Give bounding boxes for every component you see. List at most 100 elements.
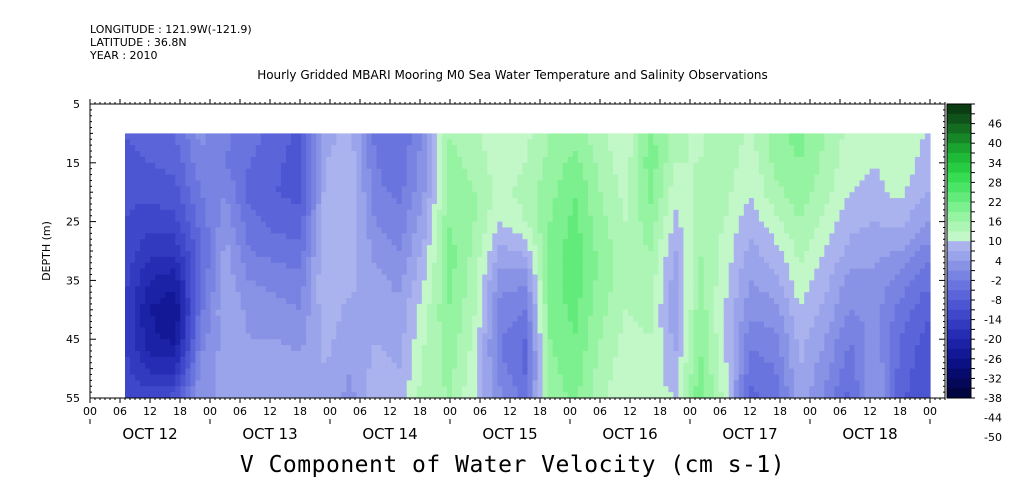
heatmap-cell [597,162,604,170]
heatmap-cell [673,251,680,258]
heatmap-cell [371,386,378,393]
heatmap-cell [170,239,176,246]
heatmap-cell [155,168,161,176]
heatmap-cell [542,368,549,376]
heatmap-cell [245,362,252,370]
heatmap-cell [306,262,312,270]
heatmap-cell [336,151,342,158]
heatmap-cell [597,209,604,217]
heatmap-cell [441,298,448,305]
heatmap-cell [557,333,564,340]
heatmap-cell [296,174,302,182]
heatmap-cell [351,362,358,370]
heatmap-cell [592,392,599,398]
heatmap-cell [628,262,634,270]
heatmap-cell [280,145,287,152]
heatmap-cell [673,303,680,311]
heatmap-cell [482,151,488,158]
heatmap-cell [265,256,272,264]
heatmap-cell [643,274,649,281]
heatmap-cell [618,280,624,287]
heatmap-cell [185,227,191,234]
heatmap-cell [658,233,664,240]
heatmap-cell [497,333,503,340]
heatmap-cell [467,168,473,176]
heatmap-cell [431,303,438,311]
heatmap-cell [426,356,433,364]
heatmap-cell [577,215,584,223]
heatmap-cell [306,333,312,340]
heatmap-cell [618,309,624,317]
heatmap-cell [205,162,212,170]
heatmap-cell [306,339,312,346]
heatmap-cell [628,339,634,346]
heatmap-cell [316,251,322,258]
heatmap-cell [401,174,408,182]
heatmap-cell [220,350,227,358]
heatmap-cell [663,192,669,199]
heatmap-cell [140,215,146,223]
heatmap-cell [296,368,302,376]
heatmap-cell [401,339,408,346]
heatmap-cell [396,368,403,376]
heatmap-cell [673,256,680,264]
heatmap-cell [472,274,478,281]
heatmap-cell [668,339,675,346]
heatmap-cell [592,274,599,281]
heatmap-cell [205,133,212,140]
heatmap-cell [441,362,448,370]
heatmap-cell [467,303,473,311]
heatmap-cell [527,350,534,358]
heatmap-cell [507,268,514,276]
heatmap-cell [663,203,669,211]
heatmap-cell [240,350,247,358]
heatmap-cell [341,345,347,352]
heatmap-cell [346,280,352,287]
heatmap-cell [155,327,161,334]
heatmap-cell [245,274,252,281]
heatmap-cell [331,309,337,317]
heatmap-cell [522,256,529,264]
heatmap-cell [195,133,202,140]
heatmap-cell [537,374,544,381]
heatmap-cell [502,333,508,340]
heatmap-cell [562,392,569,398]
heatmap-cell [225,345,232,352]
heatmap-cell [270,227,277,234]
heatmap-cell [618,339,624,346]
heatmap-cell [220,156,227,164]
heatmap-cell [321,298,327,305]
heatmap-cell [205,256,212,264]
heatmap-cell [190,139,197,146]
heatmap-cell [577,156,584,164]
heatmap-cell [235,251,242,258]
heatmap-cell [316,198,322,205]
heatmap-cell [602,298,609,305]
heatmap-cell [336,192,342,199]
heatmap-cell [351,233,358,240]
heatmap-cell [602,280,609,287]
heatmap-cell [522,133,529,140]
heatmap-cell [436,203,443,211]
heatmap-cell [321,151,327,158]
heatmap-cell [436,298,443,305]
heatmap-cell [492,327,498,334]
heatmap-cell [361,392,368,398]
heatmap-cell [280,180,287,187]
heatmap-cell [547,180,554,187]
heatmap-cell [638,292,644,299]
heatmap-cell [376,309,383,317]
heatmap-cell [497,209,503,217]
heatmap-cell [487,362,493,370]
heatmap-cell [215,350,222,358]
heatmap-cell [613,350,619,358]
heatmap-cell [245,168,252,176]
heatmap-cell [155,198,161,205]
heatmap-cell [125,174,131,182]
heatmap-cell [502,309,508,317]
heatmap-cell [552,368,559,376]
heatmap-cell [135,133,141,140]
heatmap-cell [663,286,669,293]
heatmap-cell [306,362,312,370]
heatmap-cell [658,327,664,334]
